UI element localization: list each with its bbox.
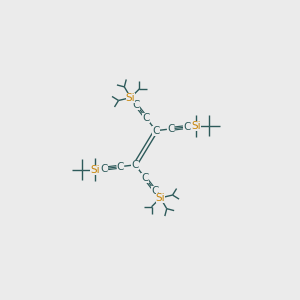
Text: C: C — [131, 160, 139, 170]
Text: C: C — [183, 122, 190, 132]
Text: C: C — [117, 162, 124, 172]
Text: C: C — [141, 173, 149, 183]
Text: C: C — [132, 100, 140, 110]
Text: Si: Si — [156, 193, 165, 203]
Text: C: C — [167, 124, 174, 134]
Text: Si: Si — [126, 93, 136, 103]
Text: C: C — [100, 164, 108, 174]
Text: C: C — [152, 126, 160, 136]
Text: Si: Si — [191, 121, 201, 131]
Text: C: C — [142, 113, 150, 123]
Text: Si: Si — [91, 165, 100, 175]
Text: C: C — [151, 186, 159, 196]
